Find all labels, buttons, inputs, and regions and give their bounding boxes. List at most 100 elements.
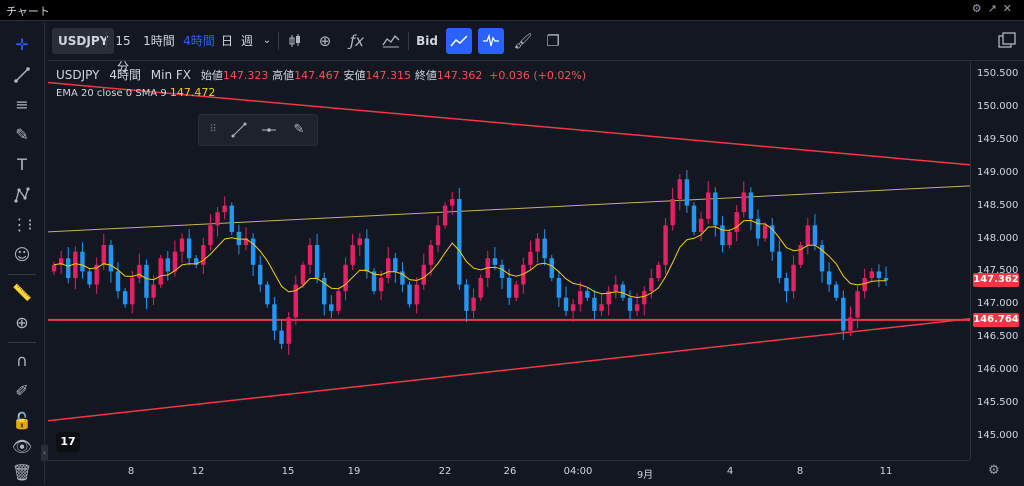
waveform-icon[interactable]	[478, 28, 504, 54]
magnet-icon[interactable]: ∩	[16, 351, 28, 370]
interval-15m[interactable]: 15分	[115, 34, 131, 74]
candle-body	[592, 297, 597, 311]
candle-body	[272, 304, 277, 331]
candle-body	[350, 245, 355, 265]
candle-body	[556, 277, 562, 298]
candle-body	[66, 258, 71, 278]
candle-body	[698, 218, 704, 232]
time-tick: 8	[127, 466, 135, 477]
window-titlebar: チャート ⚙↗✕	[0, 0, 1024, 21]
ema-label: EMA 20 close 0 SMA 9	[56, 88, 167, 99]
trash-icon[interactable]: 🗑	[11, 463, 33, 482]
ema-indicator-legend[interactable]: EMA 20 close 0 SMA 9 147.472	[56, 86, 215, 99]
candle-body	[250, 238, 256, 265]
emoji-icon[interactable]: ☺	[13, 245, 31, 264]
candle-body	[194, 258, 199, 265]
float-horizontal-line-icon[interactable]	[257, 119, 281, 141]
toolbar-divider	[8, 274, 36, 275]
toolbar-divider	[278, 32, 279, 50]
time-tick: 9月	[636, 470, 654, 481]
time-axis[interactable]: 8 12 15 19 22 26 04:00 9月 4 8 11	[48, 460, 970, 485]
brush-icon[interactable]: 🖌	[513, 32, 533, 50]
price-tick: 149.000	[977, 166, 1019, 178]
candle-body	[229, 205, 234, 232]
settings-icon[interactable]: ⚙	[971, 2, 988, 15]
ruler-icon[interactable]: 📏	[12, 283, 32, 302]
float-trendline-icon[interactable]	[227, 119, 251, 141]
candle-style-icon[interactable]	[282, 28, 308, 54]
price-axis[interactable]: 150.500 150.000 149.500 149.000 148.500 148.0…	[970, 62, 1024, 460]
candle-body	[514, 284, 519, 298]
pattern-tool-icon[interactable]	[0, 182, 44, 208]
tradingview-logo[interactable]: 17	[56, 432, 80, 452]
interval-day[interactable]: 日	[220, 34, 233, 48]
candle-body	[364, 238, 370, 272]
candle-body	[627, 297, 633, 311]
chevron-down-icon[interactable]: ⌄	[262, 35, 272, 46]
indicators-fx-icon[interactable]: ƒx	[349, 32, 365, 50]
lock-icon[interactable]: 🔓	[12, 411, 32, 430]
price-chart[interactable]	[48, 62, 970, 460]
toolbar-divider	[8, 342, 36, 343]
candle-body	[713, 192, 718, 226]
compare-plus-icon[interactable]: ⊕	[318, 32, 332, 50]
candle-body	[222, 205, 227, 213]
trend-up-icon[interactable]	[446, 28, 472, 54]
candle-body	[798, 245, 803, 265]
candle-body	[770, 225, 775, 252]
candle-body	[293, 284, 298, 318]
close-icon[interactable]: ✕	[1002, 2, 1018, 15]
axis-settings-icon[interactable]: ⚙	[988, 463, 1000, 478]
candle-body	[883, 277, 889, 281]
brush-tool-icon[interactable]: ✎	[15, 125, 29, 144]
candle-body	[585, 291, 590, 298]
price-tick: 147.000	[977, 298, 1019, 310]
candle-body	[279, 330, 284, 344]
price-tick: 145.000	[977, 429, 1019, 441]
price-tick: 149.500	[977, 133, 1019, 145]
text-tool-icon[interactable]: T	[17, 155, 27, 174]
candle-body	[58, 258, 64, 265]
window-title: チャート	[6, 5, 50, 18]
trendline-icon[interactable]	[0, 62, 44, 88]
horizontal-lines-icon[interactable]: ≡	[15, 95, 29, 114]
candle-body	[791, 264, 796, 292]
eye-icon[interactable]: 👁	[11, 437, 33, 456]
candle-body	[762, 225, 768, 239]
popout-icon[interactable]: ↗	[987, 2, 1003, 15]
candle-body	[286, 317, 291, 344]
layout-window-icon[interactable]: ❐	[546, 32, 560, 50]
price-type-bid[interactable]: Bid	[416, 34, 438, 48]
interval-week[interactable]: 週	[240, 34, 253, 48]
float-brush-icon[interactable]: ✎	[293, 122, 305, 137]
time-tick: 4	[726, 466, 734, 477]
hline-price-label: 146.764	[973, 312, 1019, 327]
price-tick: 150.000	[977, 100, 1019, 112]
candle-body	[741, 192, 746, 213]
symbol-button[interactable]: USDJPY	[52, 28, 115, 54]
templates-icon[interactable]	[378, 28, 404, 54]
drag-handle-icon[interactable]: ⠿	[209, 124, 217, 135]
candle-body	[400, 271, 405, 285]
price-tick: 148.000	[977, 232, 1019, 244]
zoom-in-icon[interactable]: ⊕	[15, 313, 29, 332]
interval-4h[interactable]: 4時間	[183, 34, 215, 48]
candle-body	[393, 258, 398, 272]
collapse-toolbar-icon[interactable]: ‹	[41, 445, 48, 461]
candle-body	[748, 192, 754, 219]
candle-body	[435, 225, 441, 246]
candle-body	[421, 264, 426, 285]
fullscreen-icon[interactable]	[994, 28, 1020, 54]
lock-drawing-icon[interactable]: ✐	[15, 381, 29, 400]
candle-body	[727, 231, 732, 246]
legend-exchange: Min FX	[150, 68, 192, 82]
candle-body	[450, 199, 455, 206]
candle-body	[876, 271, 882, 278]
candle-body	[855, 291, 860, 318]
forecast-tool-icon[interactable]: ⋮⁝	[11, 215, 33, 234]
toolbar-divider	[106, 32, 107, 50]
window-controls[interactable]: ⚙↗✕	[972, 2, 1018, 15]
interval-1h[interactable]: 1時間	[143, 34, 175, 48]
candle-body	[179, 238, 185, 252]
crosshair-icon[interactable]: ✛	[15, 35, 29, 54]
